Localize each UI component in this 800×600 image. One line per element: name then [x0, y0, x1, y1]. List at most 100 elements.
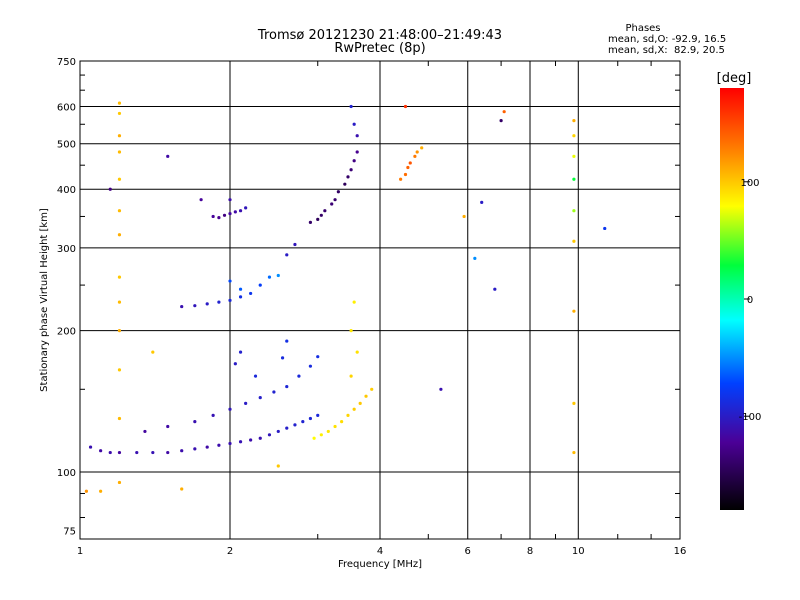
- chart-subtitle: RwPretec (8p): [334, 41, 425, 56]
- data-point: [352, 159, 356, 163]
- data-point: [297, 374, 301, 378]
- data-point: [180, 304, 184, 309]
- x-tick-label: 10: [572, 546, 585, 557]
- data-point: [228, 211, 232, 216]
- data-point: [117, 480, 122, 485]
- data-point: [267, 275, 272, 279]
- data-point: [258, 396, 262, 400]
- data-point: [308, 364, 313, 368]
- data-point: [473, 256, 477, 260]
- data-point: [346, 413, 350, 417]
- data-point: [349, 168, 353, 172]
- data-point: [117, 134, 122, 138]
- data-point: [439, 387, 443, 391]
- colorbar-label: [deg]: [717, 71, 752, 86]
- data-point: [355, 150, 359, 154]
- data-point: [343, 182, 347, 186]
- data-point: [258, 283, 262, 287]
- data-point: [211, 413, 215, 417]
- data-point: [117, 416, 122, 421]
- y-tick-label: 400: [57, 185, 76, 196]
- x-tick-label: 1: [77, 546, 83, 557]
- data-point: [193, 304, 197, 308]
- colorbar-ticks: 100 0 -100: [739, 178, 762, 423]
- data-point: [117, 209, 122, 213]
- data-point: [355, 350, 359, 354]
- data-point: [233, 362, 237, 366]
- data-point: [336, 190, 340, 194]
- y-axis-label: Stationary phase Virtual Height [km]: [39, 208, 50, 392]
- x-tick-label: 2: [227, 546, 233, 557]
- data-point: [319, 433, 323, 437]
- data-point: [222, 213, 227, 217]
- data-point: [272, 390, 276, 394]
- data-point: [399, 177, 403, 181]
- data-point: [211, 214, 215, 219]
- data-point: [326, 429, 330, 434]
- data-point: [462, 214, 466, 219]
- data-point: [117, 150, 122, 154]
- data-point: [180, 487, 184, 491]
- data-point: [193, 420, 197, 424]
- data-point: [108, 450, 112, 455]
- y-tick-label: 75: [63, 527, 76, 538]
- data-point: [358, 401, 362, 405]
- data-point: [316, 355, 320, 359]
- data-point: [364, 394, 368, 398]
- data-point: [117, 101, 122, 105]
- data-point: [572, 309, 576, 313]
- data-point: [349, 329, 353, 333]
- data-point: [323, 209, 327, 213]
- data-point: [352, 407, 356, 411]
- phase-stats-o: mean, sd,O: -92.9, 16.5: [608, 34, 726, 45]
- data-point: [413, 154, 417, 158]
- data-point: [233, 210, 237, 214]
- data-point: [312, 436, 316, 440]
- data-point: [293, 242, 297, 247]
- data-point: [99, 449, 103, 453]
- data-point: [285, 253, 289, 257]
- data-point: [238, 295, 243, 299]
- data-point: [117, 177, 122, 181]
- data-point: [166, 154, 170, 158]
- data-point: [228, 407, 232, 411]
- data-point: [108, 187, 112, 191]
- data-point: [572, 450, 576, 455]
- chart-title: Tromsø 20121230 21:48:00–21:49:43: [257, 28, 502, 43]
- data-point: [415, 150, 419, 154]
- axis-ticks: 1 2 4 6 8 10 16 75 100 200 300 400 500 600 750: [57, 57, 686, 557]
- y-tick-label: 300: [57, 244, 76, 255]
- data-point: [406, 165, 410, 170]
- data-point: [205, 302, 209, 306]
- grid: [80, 61, 680, 539]
- data-point: [420, 146, 424, 150]
- data-point: [117, 450, 122, 455]
- data-point: [249, 291, 253, 296]
- colorbar-tick-label: -100: [739, 412, 762, 423]
- data-point: [238, 350, 243, 354]
- data-point: [349, 104, 353, 109]
- data-point: [319, 213, 323, 217]
- data-point: [166, 450, 170, 455]
- phases-header: Phases: [625, 23, 660, 34]
- data-point: [285, 426, 289, 430]
- data-point: [180, 449, 184, 453]
- data-point: [333, 424, 337, 429]
- data-point: [193, 447, 197, 451]
- data-point: [205, 445, 209, 449]
- data-point: [403, 172, 408, 177]
- data-point: [352, 122, 356, 126]
- data-point: [117, 111, 122, 116]
- data-point: [349, 374, 353, 378]
- data-point: [151, 450, 155, 455]
- data-points: [84, 101, 607, 493]
- data-point: [572, 177, 576, 181]
- data-point: [572, 239, 576, 243]
- data-point: [276, 429, 280, 434]
- data-point: [199, 198, 203, 202]
- plot-frame: [79, 60, 681, 540]
- data-point: [244, 206, 248, 210]
- data-point: [572, 134, 576, 138]
- data-point: [316, 413, 320, 417]
